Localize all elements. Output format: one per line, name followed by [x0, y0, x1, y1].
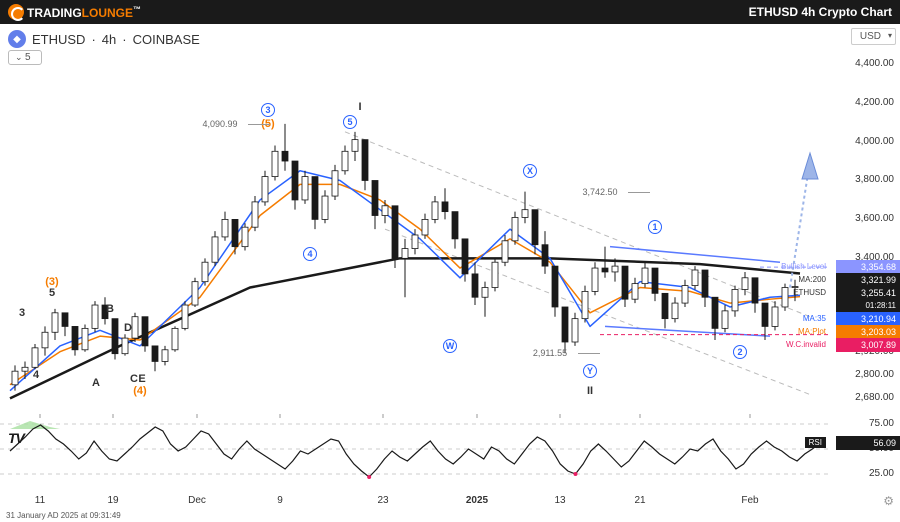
y-tick-label: 2,800.00: [855, 369, 894, 380]
elliott-wave-label: 1: [648, 220, 662, 234]
x-tick-label: 2025: [466, 495, 488, 506]
elliott-wave-label: I: [358, 101, 361, 113]
rsi-chart-svg: [0, 414, 830, 484]
chart-area: ◆ ETHUSD · 4h · COINBASE ⌄ 5 USD ▾ 35(3)…: [0, 24, 900, 522]
symbol-title-row: ◆ ETHUSD · 4h · COINBASE: [8, 30, 200, 48]
x-tick-label: Feb: [741, 495, 758, 506]
price-tag: 3,354.68: [836, 260, 900, 274]
elliott-wave-label: Y: [583, 364, 597, 378]
y-tick-label: 4,000.00: [855, 136, 894, 147]
elliott-wave-label: 4: [303, 247, 317, 261]
header-bar: TRADINGLOUNGE™ ETHUSD 4h Crypto Chart: [0, 0, 900, 24]
elliott-wave-label: E: [138, 373, 145, 385]
y-axis-right: 4,400.00 4,200.00 4,000.00 3,800.00 3,600.00…: [830, 24, 900, 522]
elliott-wave-label: A: [92, 377, 100, 389]
elliott-wave-label: 4: [33, 369, 39, 381]
elliott-wave-label: X: [523, 164, 537, 178]
x-tick-label: 11: [35, 495, 45, 506]
elliott-wave-label: W: [443, 339, 457, 353]
x-tick-label: 19: [107, 495, 118, 506]
price-tag-label: MA:Plot: [798, 327, 826, 336]
title-sep: ·: [91, 32, 95, 47]
y-tick-label: 4,400.00: [855, 58, 894, 69]
price-tag: 3,321.99: [836, 273, 900, 287]
elliott-wave-label: 3: [261, 103, 275, 117]
price-tag-label: MA:200: [798, 275, 826, 284]
elliott-wave-label: C: [130, 373, 138, 385]
elliott-wave-label: 2: [733, 345, 747, 359]
x-tick-label: 13: [554, 495, 565, 506]
interval-text: 4h: [102, 32, 116, 47]
price-tag-label: Bullish Level: [781, 262, 826, 271]
price-tag-label: W.C.invalid: [786, 340, 826, 349]
symbol-text: ETHUSD: [32, 32, 85, 47]
y-tick-label: 3,600.00: [855, 213, 894, 224]
x-tick-label: 21: [634, 495, 645, 506]
gear-icon[interactable]: ⚙: [883, 494, 894, 508]
exchange-text: COINBASE: [133, 32, 200, 47]
brand-logo: TRADINGLOUNGE™: [8, 4, 141, 20]
rsi-tick-label: 75.00: [869, 418, 894, 429]
price-annotation: 4,090.99: [202, 119, 237, 129]
x-tick-label: 23: [377, 495, 388, 506]
rsi-tag: 56.09: [836, 436, 900, 450]
tradingview-logo: TV: [8, 430, 24, 446]
price-chart-svg: [0, 54, 830, 414]
elliott-wave-label: B: [106, 303, 114, 315]
eth-icon: ◆: [8, 30, 26, 48]
elliott-wave-label: 5: [49, 287, 55, 299]
logo-tm: ™: [133, 5, 141, 14]
countdown-tag: 01:28:11: [836, 299, 900, 313]
price-tag: 3,255.41: [836, 286, 900, 300]
price-tag-label: ETHUSD: [793, 288, 826, 297]
price-annotation: 3,742.50: [582, 187, 617, 197]
elliott-wave-label: (3): [45, 276, 58, 288]
price-pane[interactable]: 35(3)4ABCED(4)3(5)45IWXYII124,090.993,74…: [0, 54, 830, 414]
x-tick-label: Dec: [188, 495, 206, 506]
x-axis: 11 19 Dec 9 23 2025 13 21 Feb: [0, 490, 830, 508]
logo-prefix: TRADING: [27, 6, 82, 20]
chart-title-right: ETHUSD 4h Crypto Chart: [749, 5, 892, 19]
title-sep2: ·: [122, 32, 126, 47]
price-tag: 3,210.94: [836, 312, 900, 326]
y-tick-label: 2,680.00: [855, 392, 894, 403]
price-tag-label: MA:35: [803, 314, 826, 323]
y-tick-label: 3,800.00: [855, 174, 894, 185]
elliott-wave-label: 5: [343, 115, 357, 129]
rsi-tag-label: RSI: [805, 437, 826, 448]
logo-text: TRADINGLOUNGE™: [27, 5, 141, 20]
price-tag: 3,203.03: [836, 325, 900, 339]
price-tag: 3,007.89: [836, 338, 900, 352]
rsi-pane[interactable]: [0, 414, 830, 484]
elliott-wave-label: D: [124, 322, 132, 334]
x-tick-label: 9: [277, 495, 283, 506]
footer-timestamp: 31 January AD 2025 at 09:31:49: [6, 511, 121, 520]
logo-icon: [8, 4, 24, 20]
y-tick-label: 4,200.00: [855, 97, 894, 108]
elliott-wave-label: II: [587, 385, 593, 397]
elliott-wave-label: 3: [19, 307, 25, 319]
price-annotation: 2,911.55: [533, 348, 567, 358]
elliott-wave-label: (4): [133, 385, 146, 397]
rsi-tick-label: 25.00: [869, 468, 894, 479]
logo-suffix: LOUNGE: [82, 6, 133, 20]
